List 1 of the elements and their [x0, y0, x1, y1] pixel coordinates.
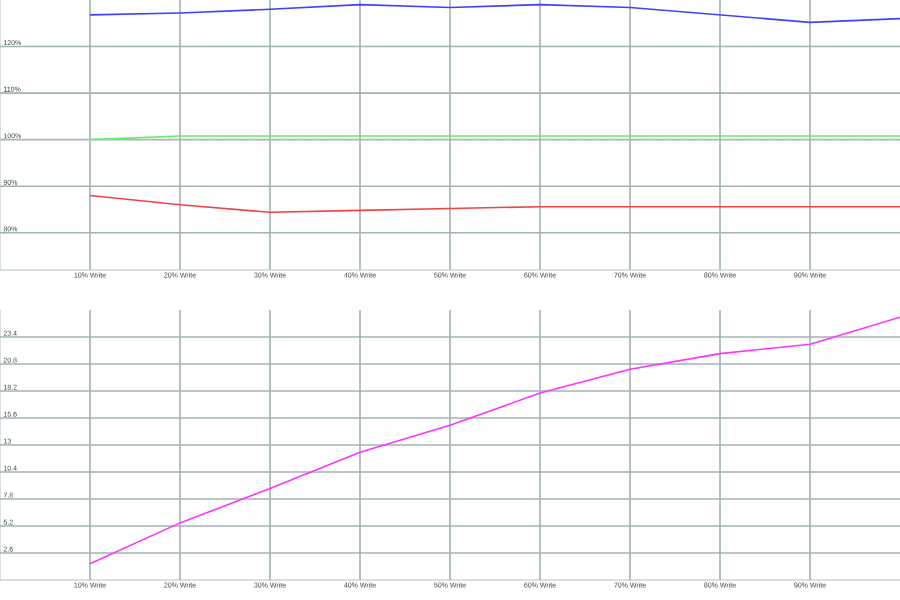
line-series: [89, 316, 900, 565]
